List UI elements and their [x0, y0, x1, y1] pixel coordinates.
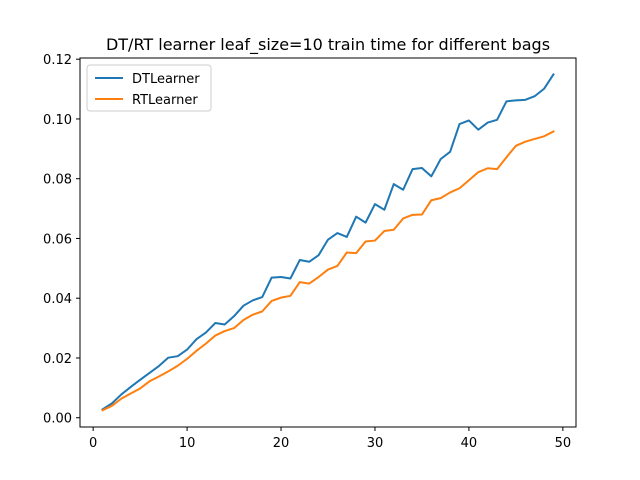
axes-layer: 0 10 20 30 40 50 0.00 0.02 0.04 0.06 0.08 0.10 0.12: [43, 53, 577, 451]
series-layer: [101, 73, 555, 412]
plot-background: [80, 58, 576, 427]
legend: DTLearner RTLearner: [86, 64, 212, 112]
y-tick-label: 0.00: [43, 412, 72, 427]
y-tick-label: 0.10: [43, 113, 72, 128]
x-tick-label: 20: [273, 436, 290, 451]
x-tick-label: 0: [89, 436, 97, 451]
axes-frame: [79, 57, 577, 428]
x-tick-label: 50: [555, 436, 572, 451]
legend-label-dtlearner: DTLearner: [132, 72, 200, 87]
y-tick-label: 0.02: [43, 352, 72, 367]
plot-area: [80, 58, 576, 427]
chart-title: DT/RT learner leaf_size=10 train time fo…: [106, 35, 550, 55]
legend-label-rtlearner: RTLearner: [132, 93, 198, 108]
x-tick-label: 40: [461, 436, 478, 451]
series-line-dtlearner: [101, 73, 555, 411]
y-tick-label: 0.12: [43, 53, 72, 68]
series-line-rtlearner: [101, 130, 555, 412]
y-tick-label: 0.04: [43, 292, 72, 307]
x-tick-label: 10: [179, 436, 196, 451]
y-tick-label: 0.06: [43, 232, 72, 247]
x-tick-label: 30: [367, 436, 384, 451]
y-tick-label: 0.08: [43, 173, 72, 188]
